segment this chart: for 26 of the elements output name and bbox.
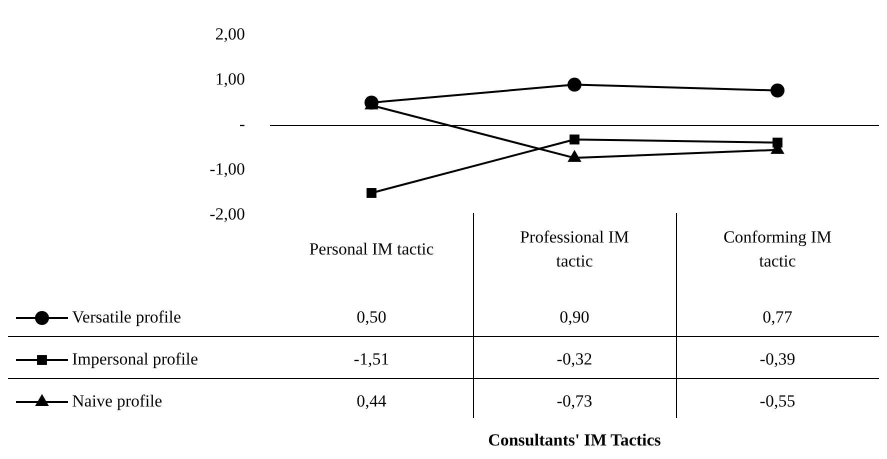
data-label: 0,44 [356,391,387,410]
y-tick-label: 2,00 [215,24,245,44]
y-tick-label: -2,00 [210,204,245,224]
legend-label: Versatile profile [72,307,182,326]
point [568,78,582,92]
x-tick-label: Personal IM tactic [309,239,434,258]
data-label: 0,50 [356,307,386,326]
data-label: -0,39 [760,349,796,368]
x-tick-label: Conforming IM tactic [723,227,832,270]
data-label: -0,55 [760,391,796,410]
legend-label: Impersonal profile [72,349,198,368]
legend-label: Naive profile [72,391,162,410]
text: Consultants' IM Tactics [488,430,662,450]
point [570,134,580,144]
point [772,138,782,148]
data-label: -1,51 [354,349,390,368]
point [770,83,784,98]
point [366,188,376,198]
data-label: 0,90 [560,307,590,326]
y-tick-label: - [239,114,246,134]
data-label: -0,32 [556,349,592,368]
x-tick-label: Professional IM tactic [520,227,630,270]
y-tick-label: 1,00 [215,70,245,89]
data-label: -0,73 [556,391,592,410]
data-label: 0,77 [762,307,793,326]
y-tick-label: -1,00 [210,160,245,179]
